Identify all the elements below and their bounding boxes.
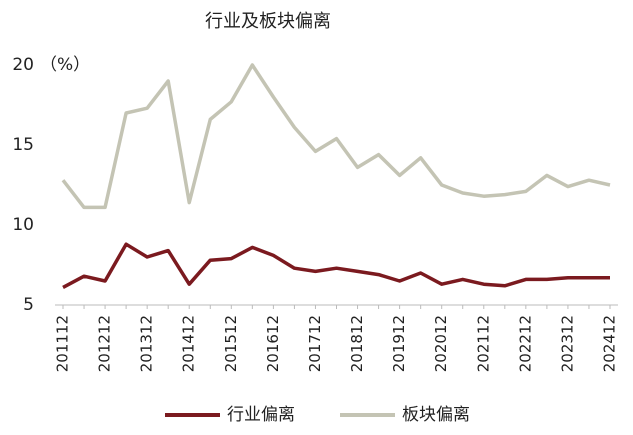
legend-label: 行业偏离 <box>227 405 295 425</box>
x-tick-label: 201712 <box>306 315 324 372</box>
x-tick-label: 202412 <box>601 315 619 372</box>
x-tick-label: 202312 <box>558 315 576 372</box>
y-tick-label: 20 <box>12 55 34 75</box>
series-line <box>61 63 611 210</box>
x-tick-label: 202212 <box>516 315 534 372</box>
y-tick-label: 5 <box>23 295 34 315</box>
chart-title: 行业及板块偏离 <box>205 11 331 32</box>
y-unit-label: （%） <box>40 55 90 75</box>
x-tick-label: 201512 <box>222 315 240 372</box>
x-tick-label: 201212 <box>96 315 114 372</box>
x-tick-label: 202012 <box>432 315 450 372</box>
x-tick-label: 201312 <box>138 315 156 372</box>
x-tick-label: 201812 <box>348 315 366 372</box>
x-tick-label: 201912 <box>390 315 408 372</box>
x-tick-label: 202112 <box>474 315 492 372</box>
y-tick-label: 15 <box>12 135 34 155</box>
x-tick-label: 201612 <box>264 315 282 372</box>
x-tick-label: 201112 <box>54 315 72 372</box>
legend-label: 板块偏离 <box>402 405 470 425</box>
x-tick-label: 201412 <box>180 315 198 372</box>
series-line <box>62 242 610 289</box>
y-tick-label: 10 <box>12 215 34 235</box>
